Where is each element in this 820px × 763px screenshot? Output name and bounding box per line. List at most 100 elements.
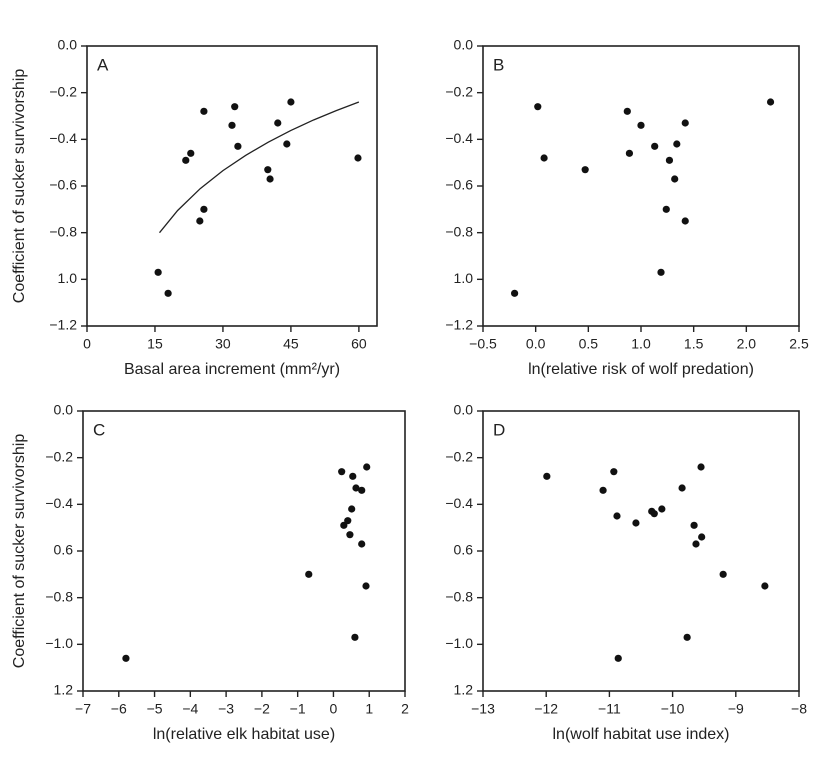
point [283, 140, 291, 148]
y-tick-label: 1.2 [54, 682, 74, 698]
fit-curve [158, 101, 360, 234]
y-tick-label: −0.6 [49, 177, 77, 193]
point [625, 149, 634, 157]
x-tick-label: −12 [534, 701, 558, 717]
point [651, 142, 659, 150]
point [305, 570, 313, 578]
point [662, 205, 670, 213]
plot-frame [482, 410, 800, 692]
y-tick-label: −0.8 [49, 223, 77, 239]
x-tick-label: −3 [218, 701, 234, 717]
point [352, 484, 360, 492]
y-tick-label: 1.0 [58, 270, 78, 286]
y-tick-label: −0.4 [49, 130, 77, 146]
y-tick-label: 1.0 [454, 270, 474, 286]
point [348, 505, 356, 513]
point [681, 217, 689, 225]
point [581, 166, 589, 174]
y-tick-label: 0.0 [58, 37, 78, 53]
point [599, 486, 607, 494]
y-tick-label: 0.0 [454, 402, 474, 418]
point [182, 156, 190, 164]
point [543, 472, 551, 480]
x-tick-label: 30 [215, 336, 231, 352]
y-tick-label: −1.2 [49, 317, 77, 333]
y-tick-label: −0.4 [445, 495, 473, 511]
x-tick-label: 0 [83, 336, 91, 352]
y-tick-label: −0.4 [45, 495, 73, 511]
point [719, 570, 727, 578]
x-tick-label: 0 [330, 701, 338, 717]
x-tick-label: −8 [791, 701, 807, 717]
point [358, 540, 366, 548]
x-tick-label: 15 [147, 336, 163, 352]
point [338, 468, 346, 476]
x-tick-label: 0.0 [526, 336, 546, 352]
x-tick-label: 2.5 [789, 336, 809, 352]
y-tick-label: 0.6 [54, 542, 74, 558]
panel-label: B [493, 55, 504, 74]
point [200, 205, 208, 213]
point [540, 154, 548, 162]
y-tick-label: 0.6 [454, 542, 474, 558]
x-tick-label: −13 [471, 701, 495, 717]
panel-label: A [97, 55, 109, 74]
x-tick-label: 2.0 [737, 336, 757, 352]
x-tick-label: −11 [598, 701, 621, 717]
x-tick-label: 2 [401, 701, 409, 717]
point [351, 633, 359, 641]
x-tick-label: −4 [182, 701, 198, 717]
point [287, 98, 295, 106]
point [510, 289, 519, 297]
point [610, 468, 618, 476]
x-axis-label: ln(relative elk habitat use) [153, 726, 335, 743]
point [681, 119, 689, 127]
point [122, 654, 130, 662]
point [637, 121, 645, 129]
point [231, 103, 239, 111]
x-tick-label: 1.5 [684, 336, 704, 352]
y-tick-label: −0.8 [45, 588, 73, 604]
x-tick-label: 45 [283, 336, 299, 352]
point [264, 166, 272, 174]
x-tick-label: −10 [661, 701, 685, 717]
y-tick-label: −0.8 [445, 223, 473, 239]
point [534, 103, 542, 111]
point [346, 531, 354, 539]
point [349, 472, 357, 480]
point [697, 463, 705, 471]
y-tick-label: −0.6 [445, 177, 473, 193]
x-axis-label: ln(relative risk of wolf predation) [528, 361, 754, 378]
plot-frame [82, 410, 406, 692]
y-tick-label: −0.2 [49, 83, 77, 99]
point [766, 98, 775, 106]
x-tick-label: −1 [290, 701, 306, 717]
y-tick-label: −0.8 [445, 588, 473, 604]
point [164, 289, 172, 297]
point [266, 175, 274, 183]
plot-frame [86, 45, 378, 327]
point [200, 107, 208, 115]
y-axis-label: Coefficient of sucker survivorship [11, 434, 28, 669]
x-tick-label: 60 [351, 336, 367, 352]
point [657, 268, 665, 276]
x-tick-label: −2 [254, 701, 270, 717]
point [673, 140, 681, 148]
x-tick-label: −5 [147, 701, 163, 717]
point [154, 268, 162, 276]
point [354, 154, 362, 162]
x-tick-label: 1.0 [631, 336, 651, 352]
x-tick-label: 1 [365, 701, 373, 717]
x-tick-label: −6 [111, 701, 127, 717]
y-tick-label: 0.0 [454, 37, 474, 53]
point [683, 633, 691, 641]
point [650, 510, 658, 518]
plot-frame [482, 45, 800, 327]
x-tick-label: 0.5 [579, 336, 599, 352]
point [358, 486, 366, 494]
point [196, 217, 204, 225]
point [614, 654, 622, 662]
y-tick-label: −0.4 [445, 130, 473, 146]
panel-label: D [493, 420, 505, 439]
point [363, 463, 371, 471]
